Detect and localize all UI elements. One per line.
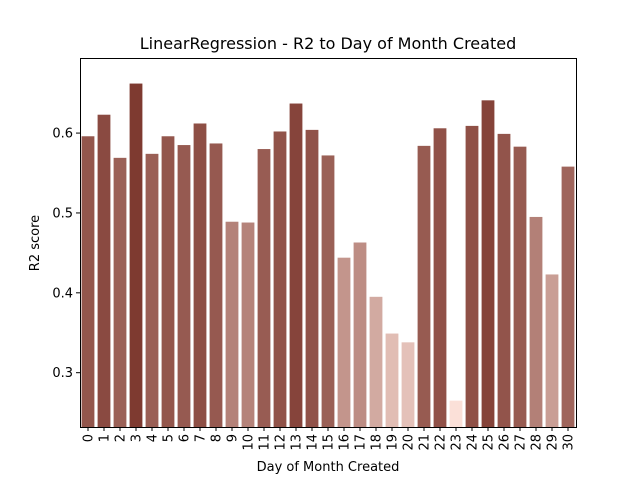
x-tick-label: 22 — [434, 434, 449, 451]
bars-group — [81, 83, 575, 428]
bar-day-24 — [465, 125, 479, 427]
x-tick-label: 27 — [514, 434, 529, 451]
x-tick-label: 15 — [322, 434, 337, 451]
x-tick-label: 12 — [274, 434, 289, 451]
chart-title: LinearRegression - R2 to Day of Month Cr… — [140, 34, 516, 53]
bar-day-16 — [337, 257, 351, 427]
x-tick-label: 18 — [370, 434, 385, 451]
bar-day-1 — [97, 114, 111, 428]
y-axis-label: R2 score — [28, 215, 43, 271]
x-tick-label: 10 — [242, 434, 257, 451]
x-tick-label: 5 — [162, 434, 177, 442]
bar-day-15 — [321, 155, 335, 427]
bar-day-5 — [161, 136, 175, 427]
y-tick-label: 0.3 — [52, 366, 73, 381]
bar-day-13 — [289, 103, 303, 427]
x-tick-label: 28 — [530, 434, 545, 451]
x-tick-label: 11 — [258, 434, 273, 451]
bar-day-0 — [81, 136, 95, 427]
y-tick-label: 0.5 — [52, 206, 73, 221]
x-tick-label: 8 — [210, 434, 225, 442]
bar-day-23 — [449, 400, 463, 427]
x-tick-label: 17 — [354, 434, 369, 451]
bar-day-20 — [401, 342, 415, 427]
x-tick-label: 14 — [306, 434, 321, 451]
bar-day-2 — [113, 157, 127, 427]
bar-day-22 — [433, 128, 447, 428]
x-tick-label: 1 — [98, 434, 113, 442]
bar-day-6 — [177, 145, 191, 427]
x-tick-label: 19 — [386, 434, 401, 451]
bar-day-9 — [225, 221, 239, 427]
x-tick-label: 7 — [194, 434, 209, 442]
x-tick-label: 23 — [450, 434, 465, 451]
y-tick-label: 0.6 — [52, 127, 73, 142]
bar-day-19 — [385, 333, 399, 427]
x-tick-label: 20 — [402, 434, 417, 451]
bar-day-12 — [273, 131, 287, 428]
x-tick-label: 3 — [130, 434, 145, 442]
y-axis: 0.3 0.4 0.5 0.6 — [52, 127, 80, 381]
bar-day-17 — [353, 242, 367, 427]
x-axis-label: Day of Month Created — [257, 460, 400, 475]
bar-day-26 — [497, 133, 511, 427]
x-tick-label: 4 — [146, 434, 161, 442]
x-tick-label: 0 — [82, 434, 97, 442]
bar-day-7 — [193, 123, 207, 428]
x-tick-label: 21 — [418, 434, 433, 451]
x-tick-label: 29 — [546, 434, 561, 451]
x-tick-label: 30 — [562, 434, 577, 451]
bar-day-25 — [481, 100, 495, 427]
bar-day-3 — [129, 83, 143, 427]
bar-day-18 — [369, 296, 383, 427]
x-tick-label: 6 — [178, 434, 193, 442]
x-tick-label: 13 — [290, 434, 305, 451]
bar-day-21 — [417, 145, 431, 428]
y-tick-label: 0.4 — [52, 286, 73, 301]
bar-day-8 — [209, 143, 223, 427]
x-tick-label: 9 — [226, 434, 241, 442]
plot-frame — [80, 58, 577, 428]
x-tick-label: 25 — [482, 434, 497, 451]
bar-day-14 — [305, 129, 319, 427]
bar-day-30 — [561, 166, 575, 427]
bar-day-11 — [257, 149, 271, 428]
x-tick-label: 2 — [114, 434, 129, 442]
bar-day-27 — [513, 146, 527, 427]
x-tick-label: 26 — [498, 434, 513, 451]
bar-day-29 — [545, 274, 559, 427]
x-axis: 0 1 2 3 4 5 6 7 8 9 10 11 12 13 14 15 16 17 18 19 20 21 22 23 24… — [82, 427, 577, 451]
bar-day-10 — [241, 222, 255, 427]
bar-day-4 — [145, 153, 159, 427]
bar-day-28 — [529, 216, 543, 427]
x-tick-label: 16 — [338, 434, 353, 451]
x-tick-label: 24 — [466, 434, 481, 451]
